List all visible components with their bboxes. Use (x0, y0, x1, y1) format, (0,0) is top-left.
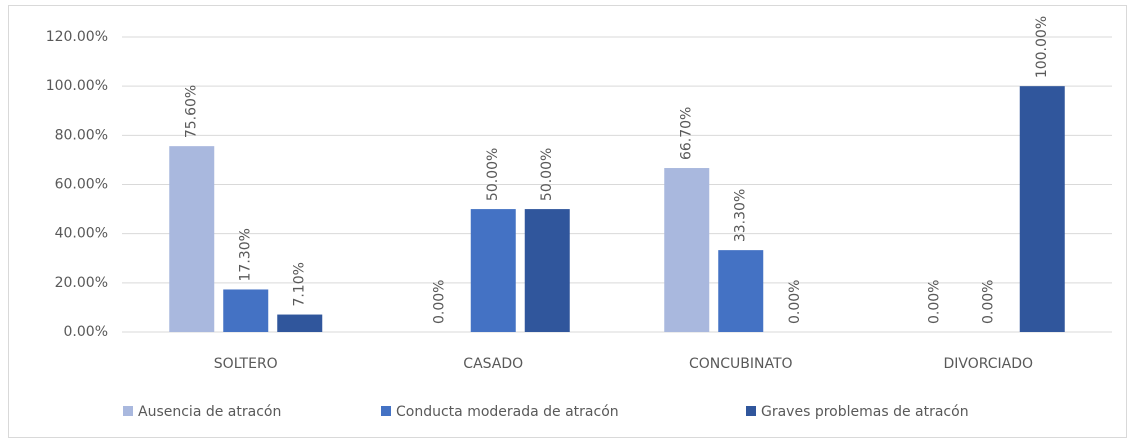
data-label: 50.00% (485, 148, 501, 201)
bar (169, 146, 215, 332)
data-label: 50.00% (539, 148, 555, 201)
y-tick-label: 120.00% (46, 29, 108, 45)
bar (664, 168, 710, 332)
x-tick-label: CASADO (463, 356, 523, 372)
data-label: 0.00% (980, 280, 996, 324)
bar (277, 314, 323, 332)
data-label: 0.00% (431, 280, 447, 324)
bar (223, 289, 269, 332)
x-tick-label: SOLTERO (214, 356, 278, 372)
data-label: 33.30% (733, 189, 749, 242)
legend-swatch (123, 406, 133, 416)
legend-label: Ausencia de atracón (138, 404, 281, 420)
y-tick-label: 20.00% (55, 275, 108, 291)
bar (718, 250, 764, 332)
y-tick-label: 40.00% (55, 226, 108, 242)
data-label: 0.00% (787, 280, 803, 324)
legend-swatch (746, 406, 756, 416)
data-label: 75.60% (184, 85, 200, 138)
bar (524, 209, 570, 332)
y-tick-label: 0.00% (64, 324, 108, 340)
data-label: 66.70% (679, 107, 695, 160)
y-tick-label: 80.00% (55, 127, 108, 143)
data-label: 0.00% (926, 280, 942, 324)
legend-label: Conducta moderada de atracón (396, 404, 619, 420)
x-tick-label: CONCUBINATO (689, 356, 793, 372)
x-tick-label: DIVORCIADO (943, 356, 1033, 372)
bar (1019, 86, 1065, 333)
bar (470, 209, 516, 332)
data-label: 100.00% (1034, 16, 1050, 78)
y-tick-label: 100.00% (46, 78, 108, 94)
data-label: 7.10% (292, 262, 308, 306)
legend-label: Graves problemas de atracón (761, 404, 969, 420)
y-tick-label: 60.00% (55, 177, 108, 193)
legend-swatch (381, 406, 391, 416)
data-label: 17.30% (238, 228, 254, 281)
